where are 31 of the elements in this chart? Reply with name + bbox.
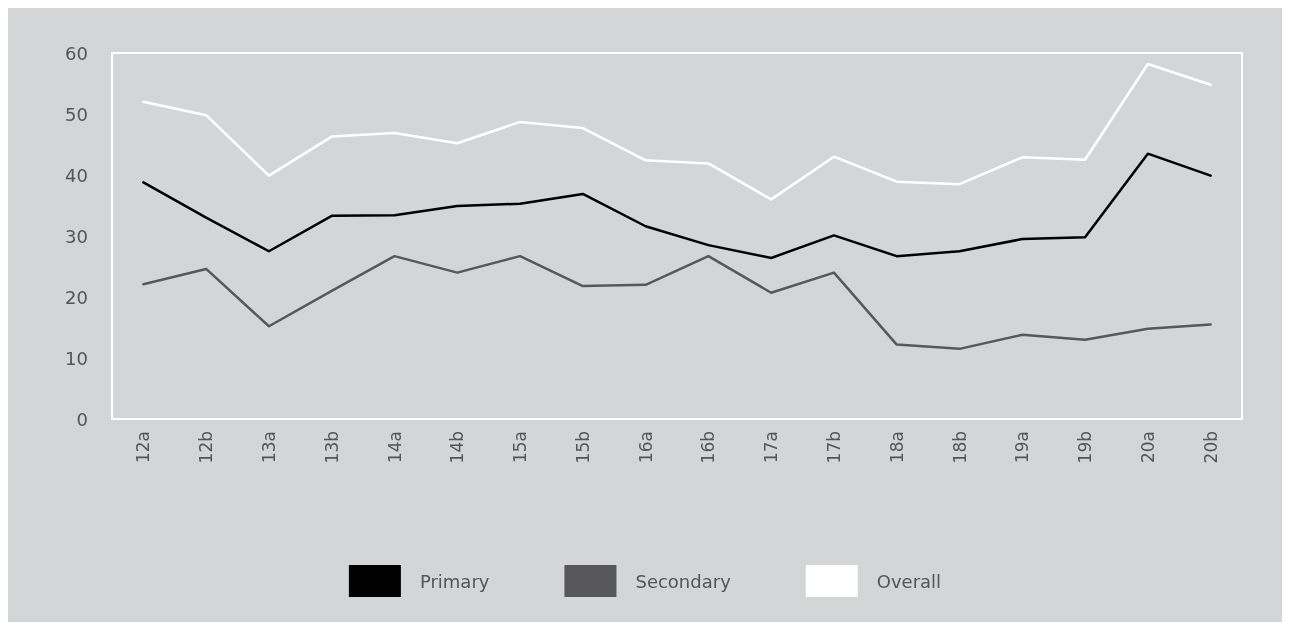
legend-label: Primary [419, 570, 490, 592]
x-tick-label: 13b [321, 431, 342, 464]
x-tick-label: 18a [886, 431, 907, 464]
x-tick-label: 17b [823, 431, 844, 464]
legend-label: Secondary [635, 570, 732, 592]
x-tick-label: 19b [1075, 431, 1096, 464]
y-tick-label: 30 [65, 225, 88, 247]
x-tick-label: 14a [384, 431, 405, 464]
line-series [142, 254, 1212, 351]
x-tick-label: 18b [949, 431, 970, 464]
y-tick-label: 40 [65, 164, 88, 186]
x-tick-label: 12b [196, 431, 217, 464]
x-tick-label: 17a [761, 431, 782, 464]
legend-label: Overall [876, 570, 942, 592]
x-tick-label: 20b [1200, 431, 1221, 464]
line-series [142, 62, 1212, 201]
x-tick-label: 19a [1012, 431, 1033, 464]
x-tick-label: 13a [258, 431, 279, 464]
y-tick-label: 60 [65, 42, 88, 64]
x-tick-label: 16b [698, 431, 719, 464]
x-tick-label: 16a [635, 431, 656, 464]
x-tick-label: 20a [1137, 431, 1158, 464]
y-tick-label: 20 [65, 286, 88, 308]
y-tick-label: 50 [65, 103, 88, 125]
y-tick-label: 10 [65, 347, 88, 369]
x-tick-label: 12a [133, 431, 154, 464]
line-series [142, 152, 1212, 260]
x-tick-label: 14b [447, 431, 468, 464]
x-tick-label: 15b [572, 431, 593, 464]
y-tick-label: 0 [76, 408, 88, 430]
x-tick-label: 15a [510, 431, 531, 464]
